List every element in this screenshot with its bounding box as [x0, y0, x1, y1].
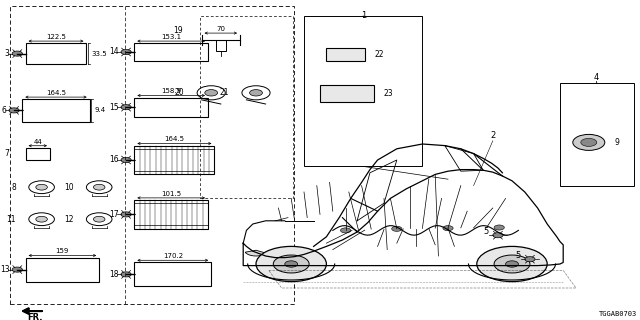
Circle shape: [506, 261, 518, 267]
Text: 33.5: 33.5: [92, 51, 107, 57]
Text: 5: 5: [484, 228, 489, 236]
Text: 20: 20: [175, 88, 184, 97]
Text: FR.: FR.: [28, 313, 43, 320]
Circle shape: [12, 51, 22, 56]
Bar: [26, 43, 86, 64]
Circle shape: [121, 272, 131, 277]
Circle shape: [581, 138, 597, 146]
Text: 14: 14: [109, 47, 118, 57]
Text: 22: 22: [374, 50, 384, 59]
Text: 23: 23: [384, 89, 394, 98]
Bar: [10, 6, 294, 304]
Text: 8: 8: [12, 183, 16, 192]
Circle shape: [273, 255, 309, 273]
Text: 101.5: 101.5: [161, 191, 181, 197]
Text: 9.4: 9.4: [95, 108, 106, 113]
Circle shape: [477, 246, 547, 282]
Text: 164.5: 164.5: [46, 90, 66, 96]
Text: 15: 15: [109, 103, 118, 112]
Bar: [320, 85, 374, 102]
Circle shape: [121, 212, 131, 217]
Text: 158.9: 158.9: [161, 88, 181, 94]
Text: 164.5: 164.5: [164, 136, 184, 142]
Circle shape: [285, 261, 298, 267]
Bar: [216, 40, 226, 51]
Text: 159: 159: [56, 248, 69, 254]
Bar: [200, 16, 293, 198]
Bar: [134, 98, 208, 117]
Wedge shape: [245, 250, 266, 256]
Text: 70: 70: [216, 26, 225, 32]
Circle shape: [250, 90, 262, 96]
Text: 2: 2: [490, 132, 495, 140]
Text: 18: 18: [109, 270, 118, 279]
Circle shape: [573, 134, 605, 150]
Circle shape: [443, 226, 453, 231]
Circle shape: [205, 90, 218, 96]
Bar: [26, 148, 50, 160]
Bar: [134, 262, 211, 286]
Bar: [134, 200, 208, 229]
Text: 12: 12: [64, 215, 74, 224]
Text: 21: 21: [220, 88, 229, 97]
Circle shape: [121, 105, 131, 110]
Text: 3: 3: [4, 49, 10, 58]
Text: 16: 16: [109, 156, 118, 164]
Text: 11: 11: [6, 215, 16, 224]
Circle shape: [494, 225, 504, 230]
Text: 17: 17: [109, 210, 118, 219]
Bar: [134, 43, 208, 61]
Bar: [134, 146, 214, 174]
Circle shape: [93, 216, 105, 222]
Circle shape: [392, 226, 402, 231]
Circle shape: [256, 246, 326, 282]
Text: 9: 9: [614, 138, 620, 147]
Text: 1: 1: [361, 11, 366, 20]
Circle shape: [9, 108, 19, 113]
Text: 19: 19: [173, 26, 182, 35]
Circle shape: [93, 184, 105, 190]
Circle shape: [121, 157, 131, 163]
Circle shape: [494, 255, 530, 273]
Bar: [560, 83, 634, 186]
Text: 6: 6: [1, 106, 6, 115]
Text: 13: 13: [0, 265, 10, 274]
Bar: [326, 48, 365, 61]
Text: 122.5: 122.5: [46, 34, 66, 40]
Bar: [304, 16, 422, 166]
Circle shape: [121, 49, 131, 54]
Circle shape: [493, 233, 503, 238]
Circle shape: [36, 184, 47, 190]
Circle shape: [525, 257, 535, 262]
Text: 7: 7: [4, 149, 10, 158]
Bar: [26, 258, 99, 282]
Text: 5: 5: [516, 252, 521, 260]
Text: TGGAB0703: TGGAB0703: [598, 311, 637, 317]
Text: 4: 4: [594, 73, 599, 82]
Text: 10: 10: [64, 183, 74, 192]
Text: 153.1: 153.1: [161, 34, 181, 40]
Circle shape: [36, 216, 47, 222]
Text: 170.2: 170.2: [163, 253, 183, 259]
Text: 44: 44: [33, 139, 42, 145]
Bar: [22, 99, 90, 122]
Circle shape: [340, 228, 351, 233]
Circle shape: [12, 267, 22, 272]
